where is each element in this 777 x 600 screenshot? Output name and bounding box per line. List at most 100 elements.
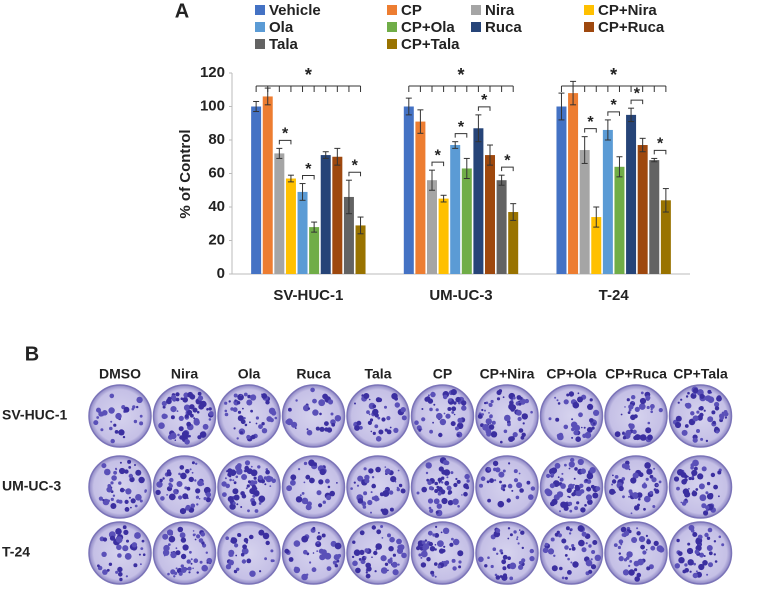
colony — [196, 503, 199, 506]
y-tick-label: 120 — [200, 64, 225, 81]
colony — [301, 497, 309, 505]
bar — [355, 225, 366, 274]
colony — [464, 473, 470, 480]
colony — [375, 549, 378, 551]
bar — [320, 155, 331, 274]
colony — [437, 564, 442, 569]
colony — [693, 562, 696, 566]
colony — [396, 486, 399, 489]
colony — [389, 426, 392, 429]
colony — [690, 411, 695, 416]
column-label: DMSO — [99, 366, 141, 382]
colony — [636, 531, 641, 536]
bar — [649, 160, 660, 274]
colony — [553, 554, 556, 557]
colony — [446, 485, 452, 491]
colony-plate — [475, 384, 539, 448]
colony — [477, 413, 483, 419]
colony — [637, 558, 644, 566]
colony — [557, 402, 561, 405]
y-tick-label: 40 — [208, 198, 225, 215]
colony — [112, 494, 116, 497]
colony — [499, 575, 503, 578]
colony — [174, 439, 177, 442]
colony — [380, 508, 384, 512]
colony — [253, 476, 257, 480]
colony — [588, 569, 593, 574]
colony — [714, 560, 718, 563]
colony — [647, 421, 651, 425]
colony — [568, 501, 573, 506]
colony — [574, 467, 578, 471]
colony — [265, 469, 270, 475]
colony — [487, 556, 490, 559]
colony — [654, 489, 660, 494]
colony — [363, 467, 367, 471]
colony — [124, 507, 130, 512]
colony — [504, 414, 511, 422]
colony — [190, 558, 193, 561]
error-bar — [662, 188, 669, 213]
colony — [516, 409, 522, 416]
legend-swatch — [387, 5, 397, 15]
colony — [316, 550, 319, 552]
colony — [692, 572, 698, 579]
colony — [542, 547, 549, 554]
colony — [138, 553, 141, 556]
significance-label: * — [587, 114, 594, 131]
colony — [303, 549, 308, 555]
colony — [182, 493, 189, 500]
colony — [123, 406, 130, 413]
colony — [628, 569, 635, 576]
colony — [530, 410, 533, 414]
colony — [265, 400, 270, 405]
colony — [166, 529, 174, 536]
colony — [551, 498, 558, 505]
colony — [262, 532, 270, 540]
colony — [568, 461, 575, 468]
colony — [451, 537, 454, 541]
colony — [301, 573, 308, 581]
colony — [270, 559, 274, 563]
colony — [684, 403, 690, 408]
colony — [252, 494, 256, 498]
colony — [699, 494, 707, 502]
colony — [455, 477, 458, 481]
colony — [656, 545, 664, 552]
colony — [324, 427, 329, 432]
colony — [463, 491, 468, 497]
legend-swatch — [471, 5, 481, 15]
colony — [479, 483, 483, 488]
colony — [185, 504, 191, 510]
colony — [589, 418, 594, 423]
colony — [330, 412, 334, 416]
colony — [368, 468, 374, 474]
colony — [359, 530, 365, 536]
colony — [488, 412, 490, 414]
colony — [502, 396, 505, 399]
colony — [565, 526, 570, 531]
colony — [494, 573, 498, 577]
legend-swatch — [255, 39, 265, 49]
error-bar — [311, 221, 318, 233]
bar — [591, 217, 602, 274]
colony — [443, 545, 446, 548]
colony-plate — [539, 521, 604, 585]
colony — [125, 575, 128, 578]
colony — [124, 553, 132, 560]
colony — [441, 476, 445, 480]
colony — [714, 406, 720, 411]
colony — [508, 462, 511, 465]
colony — [391, 393, 398, 400]
colony — [135, 494, 142, 501]
colony — [166, 471, 172, 477]
colony — [632, 492, 639, 499]
error-bar — [628, 107, 635, 123]
colony — [109, 426, 113, 431]
colony — [499, 549, 503, 553]
colony — [398, 544, 405, 551]
colony — [197, 395, 204, 401]
colony — [225, 564, 232, 570]
colony — [191, 471, 194, 474]
colony — [441, 560, 444, 563]
